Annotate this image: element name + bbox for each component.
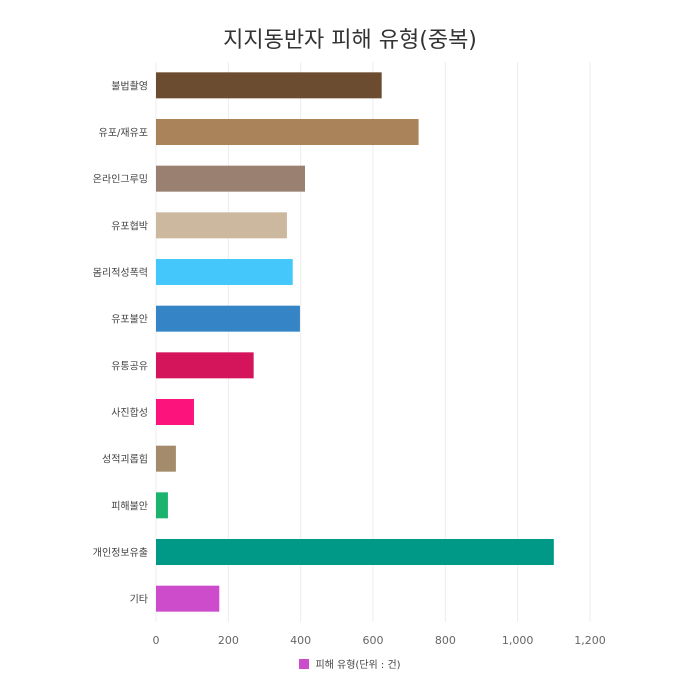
grid-lines (155, 62, 591, 622)
bar[interactable] (156, 399, 194, 425)
x-tick-label: 400 (290, 634, 311, 647)
bar[interactable] (156, 539, 554, 565)
bar[interactable] (156, 72, 382, 99)
bars (156, 72, 554, 612)
bar[interactable] (156, 212, 287, 239)
bar[interactable] (156, 585, 220, 612)
x-tick-label: 800 (435, 634, 456, 647)
bar[interactable] (156, 445, 176, 472)
bar[interactable] (156, 165, 306, 192)
category-label: 유포협박 (111, 219, 148, 232)
chart-title: 지지동반자 피해 유형(중복) (223, 28, 477, 53)
x-tick-label: 600 (363, 634, 384, 647)
category-label: 사진합성 (111, 407, 148, 419)
x-tick-labels: 0 200 400 600 800 1,000 1,200 (153, 634, 606, 647)
bar[interactable] (156, 492, 168, 519)
category-label: 기타 (130, 594, 148, 606)
bar[interactable] (156, 352, 254, 379)
bar[interactable] (156, 119, 419, 145)
legend-label: 피해 유형(단위 : 건) (315, 660, 401, 671)
category-label: 불법촬영 (111, 80, 148, 92)
category-label: 성적괴롭힘 (102, 454, 148, 466)
x-tick-label: 1,000 (502, 634, 534, 647)
x-tick-label: 200 (218, 634, 239, 647)
bar[interactable] (156, 305, 300, 332)
category-label: 유통공유 (111, 360, 148, 372)
bar[interactable] (156, 259, 293, 285)
legend-swatch (299, 659, 310, 669)
category-label: 개인정보유출 (93, 547, 148, 559)
category-labels: 불법촬영유포/재유포온라인그루밍유포협박몸리적성폭력유포불안유통공유사진합성성적… (93, 80, 148, 605)
category-label: 피해불안 (111, 499, 148, 512)
category-label: 몸리적성폭력 (93, 267, 148, 279)
category-label: 유포불안 (111, 314, 148, 326)
category-label: 온라인그루밍 (93, 174, 148, 186)
legend[interactable]: 피해 유형(단위 : 건) (0, 656, 700, 671)
category-label: 유포/재유포 (99, 127, 148, 139)
x-tick-label: 0 (153, 634, 160, 647)
x-tick-label: 1,200 (574, 634, 606, 647)
